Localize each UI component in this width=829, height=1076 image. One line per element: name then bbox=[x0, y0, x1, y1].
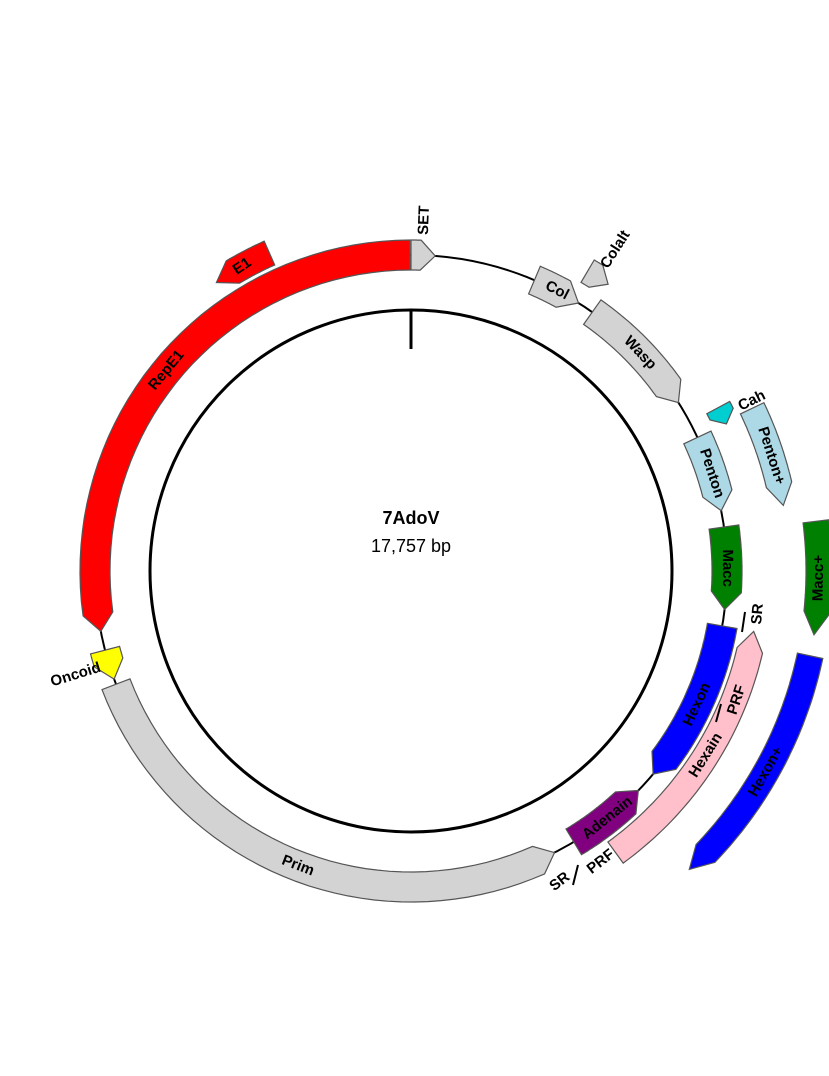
site-mark-prf1 bbox=[715, 703, 722, 723]
feature-prim bbox=[101, 678, 556, 903]
feature-colalt bbox=[580, 259, 609, 288]
feature-hexain bbox=[607, 630, 764, 864]
site-label-sr1: SR bbox=[748, 603, 767, 625]
feature-maccplus bbox=[802, 519, 829, 637]
feature-label-colalt: Colalt bbox=[597, 227, 634, 271]
site-label-sr2: SR bbox=[546, 868, 573, 894]
feature-label-oncoid: Oncoid bbox=[48, 659, 102, 691]
feature-hexon bbox=[651, 622, 738, 775]
feature-pentonplus bbox=[739, 401, 793, 507]
feature-col bbox=[527, 265, 580, 308]
feature-set bbox=[410, 239, 437, 271]
site-mark-sr2 bbox=[572, 864, 579, 886]
feature-layer bbox=[79, 239, 829, 903]
site-mark-sr1 bbox=[741, 611, 746, 633]
plasmid-length: 17,757 bp bbox=[371, 536, 451, 556]
feature-adenain bbox=[565, 789, 639, 856]
feature-wasp bbox=[582, 299, 682, 404]
feature-oncoid bbox=[89, 645, 124, 680]
feature-macc bbox=[708, 524, 743, 611]
inner-circle bbox=[148, 308, 674, 834]
plasmid-name: 7AdoV bbox=[382, 508, 439, 528]
feature-repe1 bbox=[79, 239, 411, 633]
feature-label-macc: Macc bbox=[719, 549, 736, 587]
feature-hexonplus bbox=[688, 652, 824, 871]
feature-e1 bbox=[215, 240, 276, 284]
feature-label-maccplus: Macc+ bbox=[809, 555, 827, 602]
feature-penton bbox=[683, 430, 733, 512]
feature-label-set: SET bbox=[415, 205, 433, 235]
feature-cah bbox=[706, 400, 734, 425]
